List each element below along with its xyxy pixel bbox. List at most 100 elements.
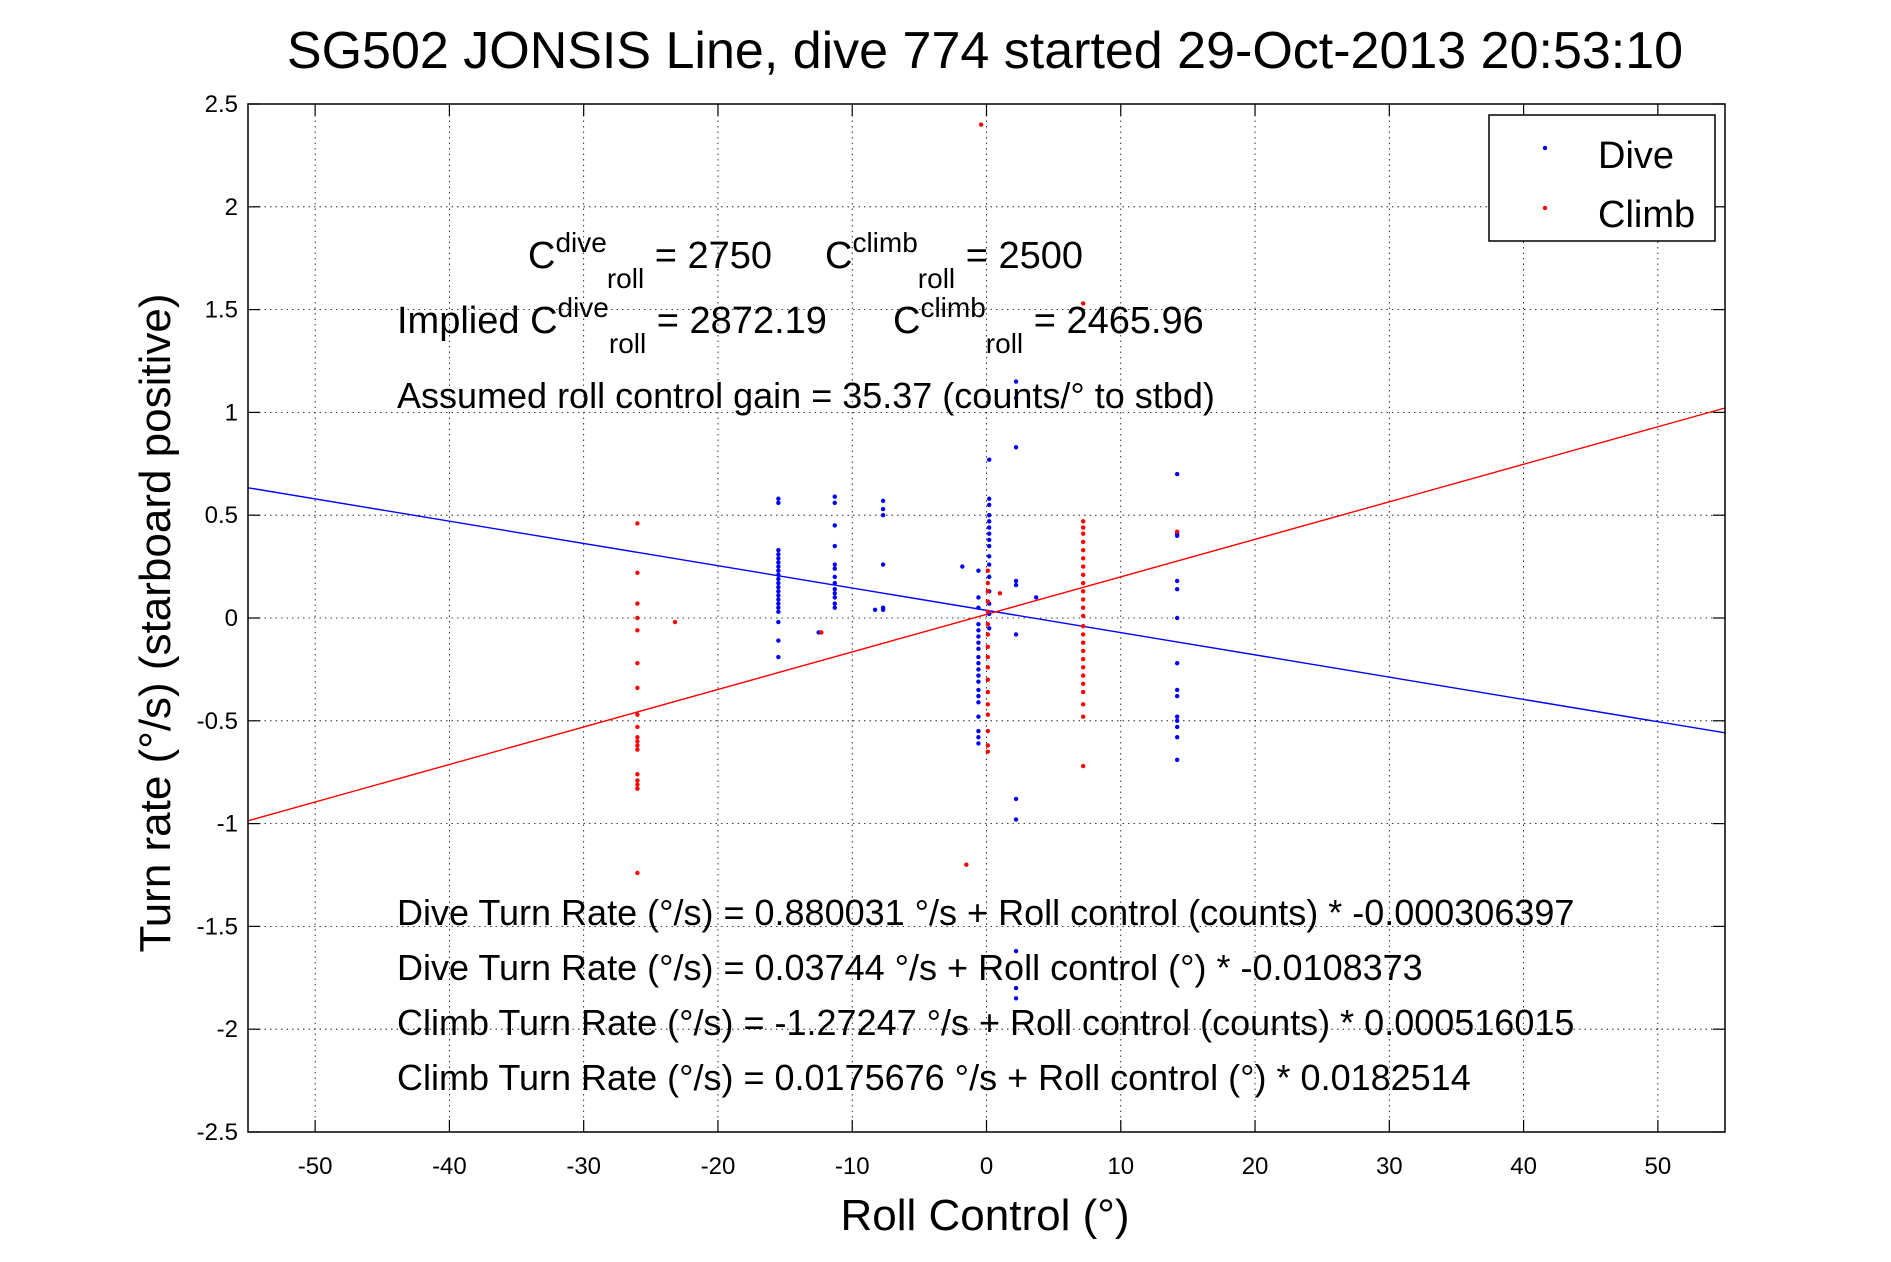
point-climb (635, 743, 640, 748)
point-dive (1013, 996, 1019, 1001)
point-dive (976, 640, 981, 645)
y-tick-label: -2 (217, 1016, 238, 1043)
axis-ticks: -50 -40 -30 -20 -10 0 10 20 30 40 50-2.5-2-1.5-1-0… (197, 91, 1725, 1180)
point-climb (635, 661, 640, 666)
point-climb (1080, 589, 1086, 594)
point-dive (1174, 693, 1180, 699)
point-climb (964, 862, 969, 867)
point-climb (635, 685, 640, 691)
point-dive (976, 687, 981, 693)
y-tick-label: -1 (217, 811, 238, 838)
point-dive (776, 584, 781, 590)
point-dive (1013, 817, 1019, 822)
point-dive (832, 574, 837, 580)
point-dive (776, 560, 781, 565)
y-tick-label: 2 (225, 194, 238, 221)
point-dive (776, 605, 781, 610)
point-climb (635, 778, 640, 783)
point-climb (1080, 525, 1086, 530)
point-dive (986, 496, 992, 501)
point-dive (776, 654, 781, 660)
point-dive (986, 519, 992, 524)
point-climb (1080, 689, 1086, 695)
y-tick-label: -0.5 (197, 708, 238, 735)
point-dive (776, 638, 781, 643)
point-climb (635, 615, 640, 621)
point-climb (635, 570, 640, 575)
point-climb (1080, 656, 1086, 662)
point-climb (635, 772, 640, 777)
point-climb (985, 609, 991, 615)
data-points (635, 122, 1180, 1001)
point-dive (1033, 595, 1039, 600)
point-climb (1080, 714, 1086, 719)
point-climb (672, 619, 678, 625)
point-climb (985, 580, 991, 586)
point-dive (880, 605, 886, 610)
point-dive (1174, 757, 1180, 763)
y-tick-label: -1.5 (197, 913, 238, 940)
point-dive (1174, 661, 1180, 666)
point-dive (832, 543, 837, 549)
point-dive (986, 574, 992, 580)
legend-dive-marker (1542, 145, 1548, 151)
point-dive (880, 506, 886, 512)
point-dive (1013, 379, 1019, 384)
plot-frame (247, 103, 1726, 1133)
point-dive (1013, 395, 1019, 401)
point-climb (1080, 763, 1086, 769)
point-climb (985, 644, 991, 649)
point-dive (986, 543, 992, 549)
point-climb (635, 601, 640, 606)
point-dive (832, 595, 837, 600)
point-dive (1174, 615, 1180, 621)
point-dive (776, 593, 781, 598)
point-dive (832, 566, 837, 571)
point-dive (1174, 578, 1180, 584)
point-dive (976, 605, 981, 610)
point-climb (635, 735, 640, 740)
x-tick-label: -10 (835, 1153, 870, 1180)
point-climb (819, 630, 824, 635)
point-climb (985, 728, 991, 734)
point-climb (985, 632, 991, 637)
point-dive (832, 523, 837, 528)
point-climb (985, 677, 991, 682)
point-dive (776, 496, 781, 501)
legend-box (1488, 114, 1716, 242)
point-dive (986, 525, 992, 530)
x-tick-label: 20 (1242, 1153, 1269, 1180)
y-tick-label: 1.5 (205, 297, 238, 324)
point-dive (976, 679, 981, 684)
point-climb (985, 665, 991, 670)
point-climb (635, 870, 640, 876)
point-dive (1174, 714, 1180, 719)
point-climb (1080, 539, 1086, 545)
point-climb (985, 749, 991, 754)
point-dive (976, 621, 981, 627)
point-dive (880, 562, 886, 567)
point-climb (1080, 673, 1086, 678)
point-dive (872, 607, 878, 612)
point-climb (1080, 597, 1086, 602)
point-dive (986, 562, 992, 567)
point-dive (832, 580, 837, 586)
point-dive (986, 513, 992, 518)
point-dive (832, 587, 837, 592)
point-dive (960, 564, 965, 569)
point-climb (1080, 681, 1086, 686)
annotation-roll-gain: Assumed roll control gain = 35.37 (count… (397, 375, 1215, 416)
annotation-eq-climb-deg: Climb Turn Rate (°/s) = 0.0175676 °/s + … (397, 1057, 1471, 1098)
point-dive (832, 562, 837, 567)
y-tick-label: 1 (225, 399, 238, 426)
point-dive (1013, 796, 1019, 802)
annotation-c-roll-dive: Cdiveroll = 2750 (528, 227, 772, 294)
x-tick-label: 30 (1376, 1153, 1403, 1180)
point-dive (776, 609, 781, 615)
x-tick-label: 10 (1107, 1153, 1134, 1180)
point-climb (1080, 564, 1086, 569)
point-climb (1080, 613, 1086, 619)
point-dive (976, 628, 981, 633)
point-dive (1013, 582, 1019, 588)
